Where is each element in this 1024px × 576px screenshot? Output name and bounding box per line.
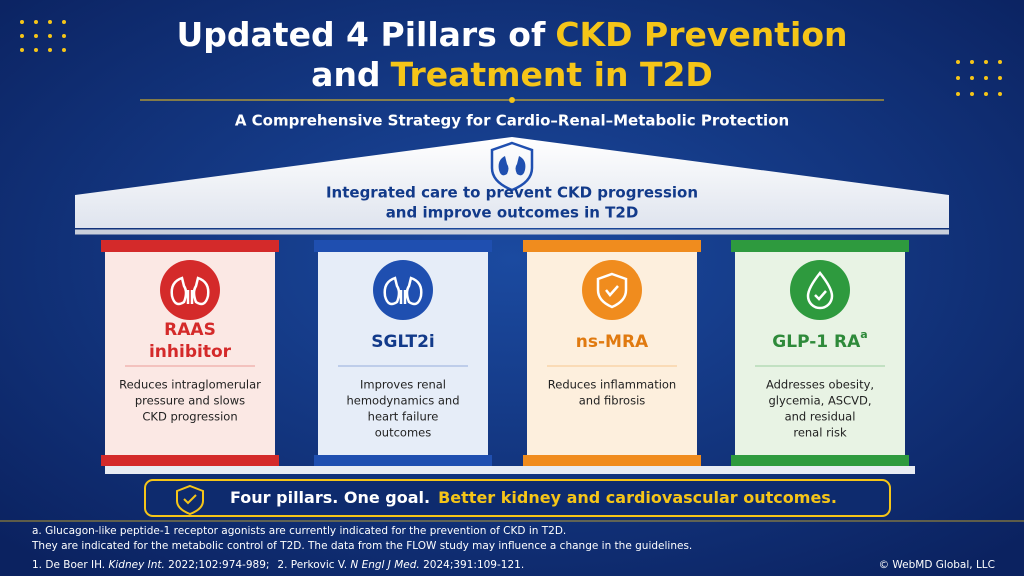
pillar-cap <box>731 240 909 252</box>
pillar: SGLT2i Improves renal hemodynamics and hear… <box>314 240 492 466</box>
footnote: They are indicated for the metabolic con… <box>31 540 692 552</box>
title-yellow: CKD Prevention <box>555 15 847 54</box>
pillar-name-text: inhibitor <box>149 342 232 362</box>
pillar-description: Improves renal <box>360 378 446 392</box>
pillar: ns-MRA Reduces inflammation and fibrosis <box>523 240 701 466</box>
ref-authors: 2. Perkovic V. <box>277 559 347 571</box>
banner <box>144 479 891 517</box>
pillar-name-text: RAAS <box>164 320 216 340</box>
ref-details: 2024;391:109-121. <box>423 559 524 571</box>
pillar-name: inhibitor <box>149 342 232 362</box>
ref-journal: Kidney Int. <box>108 559 164 571</box>
pillar-icon-bg <box>160 260 220 320</box>
dots-left <box>20 20 66 52</box>
pillar-icon <box>170 276 210 306</box>
pillar-name-text: GLP-1 RA <box>772 332 861 352</box>
pillar-description: Addresses obesity, <box>766 378 874 392</box>
pillar-description: renal risk <box>793 426 847 440</box>
pillar-cap <box>314 240 492 252</box>
pillar-name-sup: a <box>860 328 867 341</box>
pillar-description: hemodynamics and <box>346 394 459 408</box>
pillar-name: ns-MRA <box>576 332 649 352</box>
pillar-name: GLP-1 RAa <box>772 328 867 352</box>
dots-right <box>956 60 1002 96</box>
pillar-icon <box>383 276 423 306</box>
ref-details: 2022;102:974-989; <box>168 559 269 571</box>
pillar-description: Reduces inflammation <box>548 378 676 392</box>
pillar-foot <box>731 455 909 466</box>
banner-icon <box>176 484 204 516</box>
pillar: GLP-1 RAa Addresses obesity, glycemia, ASC… <box>731 240 909 466</box>
roof-text: Integrated care to prevent CKD progressi… <box>326 184 698 202</box>
pillar-foot <box>523 455 701 466</box>
pillar-icon-bg <box>790 260 850 320</box>
copyright: © WebMD Global, LLC <box>879 559 995 571</box>
roof-icon <box>490 141 534 192</box>
title-line1: Updated 4 Pillars of CKD Prevention <box>176 15 847 54</box>
pillar-foot <box>101 455 279 466</box>
banner-yellow: Better kidney and cardiovascular outcome… <box>438 488 837 507</box>
pillar-description: outcomes <box>375 426 431 440</box>
pillar-icon <box>596 272 628 309</box>
pillar-description: glycemia, ASCVD, <box>768 394 871 408</box>
ref-journal: N Engl J Med. <box>350 559 419 571</box>
pillar-foot <box>314 455 492 466</box>
references: 1. De Boer IH. Kidney Int. 2022;102:974-… <box>32 559 524 571</box>
pillar-description: CKD progression <box>142 410 237 424</box>
banner-text: Four pillars. One goal. Better kidney and… <box>230 488 837 507</box>
pillar-icon-bg <box>373 260 433 320</box>
pillar-name: SGLT2i <box>371 332 434 352</box>
banner-white: Four pillars. One goal. <box>230 488 430 507</box>
pillar-icon-bg <box>582 260 642 320</box>
title-white: and <box>311 55 380 94</box>
base <box>105 466 915 474</box>
roof <box>75 137 949 228</box>
pillar-cap <box>101 240 279 252</box>
divider-dot <box>509 97 515 103</box>
pillar-description: and residual <box>785 410 856 424</box>
subtitle: A Comprehensive Strategy for Cardio–Rena… <box>235 112 789 130</box>
roof-text: and improve outcomes in T2D <box>386 204 639 222</box>
title-yellow: Treatment in T2D <box>391 55 713 94</box>
pillar-description: and fibrosis <box>579 394 646 408</box>
pillar-name-text: ns-MRA <box>576 332 649 352</box>
pillar-cap <box>523 240 701 252</box>
pillar-icon <box>806 270 834 310</box>
footnote: a. Glucagon-like peptide-1 receptor agon… <box>32 525 566 537</box>
pillar-name-text: SGLT2i <box>371 332 434 352</box>
title-line2: and Treatment in T2D <box>311 55 713 94</box>
pillar-description: heart failure <box>368 410 439 424</box>
pillar-name: RAAS <box>164 320 216 340</box>
ref-authors: 1. De Boer IH. <box>32 559 105 571</box>
title-white: Updated 4 Pillars of <box>176 15 545 54</box>
pillar-description: Reduces intraglomerular <box>119 378 261 392</box>
pillar-description: pressure and slows <box>135 394 245 408</box>
